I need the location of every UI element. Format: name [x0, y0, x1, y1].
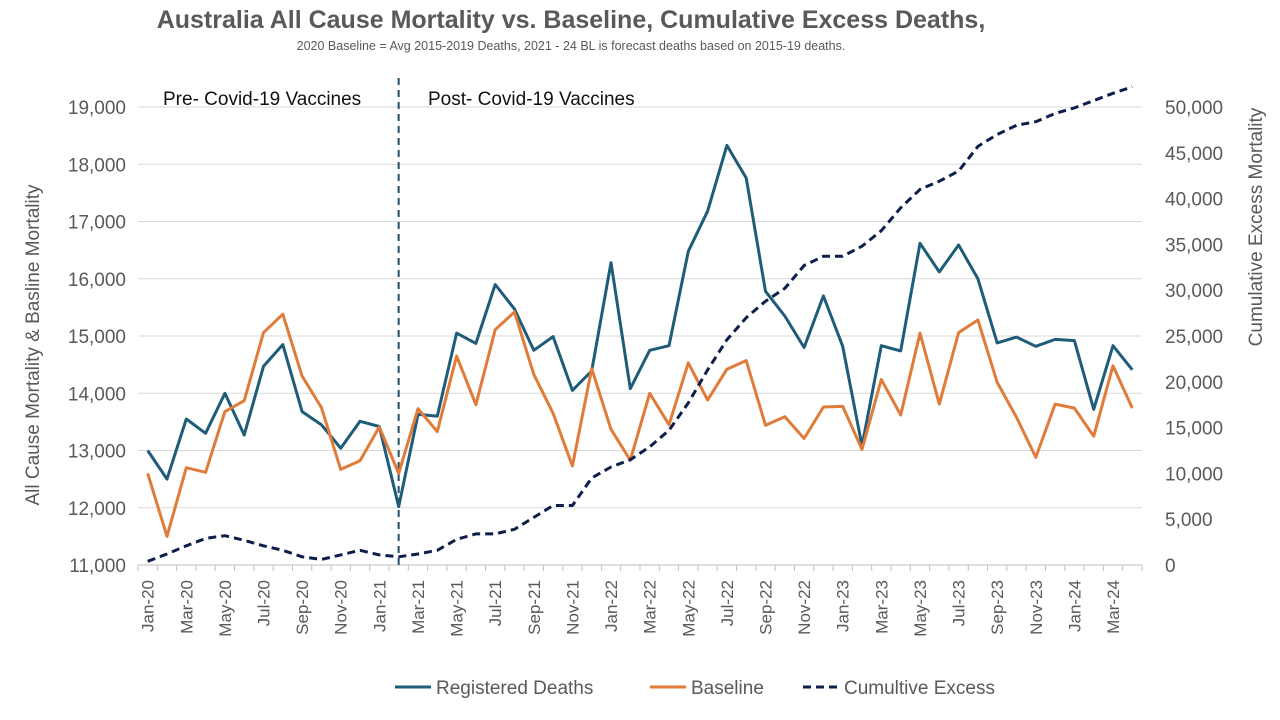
x-tick-label: Jan-22	[602, 580, 621, 632]
x-tick-label: Nov-22	[795, 580, 814, 635]
x-axis-ticks: Jan-20 Mar-20 May-20 Jul-20 Sep-20 Nov-20 Jan-…	[137, 565, 1143, 637]
x-tick-label: Jul-23	[950, 580, 969, 626]
gridlines	[138, 106, 1142, 509]
y2-tick-label: 40,000	[1165, 190, 1223, 211]
x-tick-label: Sep-20	[293, 580, 312, 635]
y2-tick-label: 45,000	[1165, 144, 1223, 165]
x-tick-label: Jan-23	[834, 580, 853, 632]
x-tick-label: Mar-21	[409, 580, 428, 634]
y-tick-label: 17,000	[68, 213, 126, 234]
y2-tick-label: 20,000	[1165, 373, 1223, 394]
y2-tick-label: 35,000	[1165, 235, 1223, 256]
x-tick-label: Jan-21	[370, 580, 389, 632]
y2-tick-label: 15,000	[1165, 419, 1223, 440]
annotation-post-vaccines: Post- Covid-19 Vaccines	[428, 89, 635, 110]
x-tick-label: Jul-20	[255, 580, 274, 626]
series-line-2	[147, 85, 1133, 563]
series-line-0	[146, 143, 1134, 509]
chart-title: Australia All Cause Mortality vs. Baseli…	[156, 6, 986, 34]
x-tick-label: Nov-23	[1027, 580, 1046, 635]
y2-tick-label: 30,000	[1165, 281, 1223, 302]
y-tick-label: 16,000	[68, 270, 126, 291]
right-axis-label: Cumulative Excess Mortality	[1246, 107, 1267, 346]
annotation-pre-vaccines: Pre- Covid-19 Vaccines	[163, 89, 361, 110]
legend: Registered Deaths Baseline Cumultive Exces…	[395, 678, 995, 699]
y-tick-label: 11,000	[69, 556, 126, 577]
y2-tick-label: 10,000	[1165, 464, 1223, 485]
x-tick-label: Nov-20	[332, 580, 351, 635]
x-tick-label: Mar-23	[872, 580, 891, 634]
x-tick-label: May-23	[911, 580, 930, 637]
y-tick-label: 14,000	[68, 384, 126, 405]
x-tick-label: Jan-24	[1065, 580, 1084, 632]
x-tick-label: May-20	[216, 580, 235, 637]
x-tick-label: Jan-20	[139, 580, 158, 632]
x-tick-label: May-21	[448, 580, 467, 637]
x-tick-label: Jul-22	[718, 580, 737, 626]
left-axis-label: All Cause Mortality & Basline Mortality	[23, 184, 44, 505]
y2-tick-label: 50,000	[1165, 98, 1223, 119]
y2-tick-label: 25,000	[1165, 327, 1223, 348]
x-tick-label: May-22	[679, 580, 698, 637]
legend-label-0: Registered Deaths	[436, 678, 593, 699]
y-tick-label: 15,000	[68, 327, 126, 348]
y2-tick-label: 5,000	[1165, 510, 1213, 531]
legend-label-2: Cumultive Excess	[844, 678, 995, 699]
x-tick-label: Sep-23	[988, 580, 1007, 635]
x-tick-label: Mar-22	[641, 580, 660, 634]
legend-label-1: Baseline	[691, 678, 764, 699]
left-axis-ticks: 11,000 12,000 13,000 14,000 15,000 16,000 17,0…	[68, 98, 126, 577]
y-tick-label: 18,000	[68, 155, 126, 176]
series-group	[146, 85, 1134, 563]
x-tick-label: Mar-24	[1104, 580, 1123, 634]
x-tick-label: Jul-21	[486, 580, 505, 626]
right-axis-ticks: 0 5,000 10,000 15,000 20,000 25,000 30,000 35,0…	[1165, 98, 1223, 577]
x-tick-label: Mar-20	[177, 580, 196, 634]
chart-subtitle: 2020 Baseline = Avg 2015-2019 Deaths, 20…	[296, 39, 846, 53]
y-tick-label: 13,000	[68, 442, 126, 463]
y-tick-label: 12,000	[68, 499, 126, 520]
x-tick-label: Sep-22	[757, 580, 776, 635]
series-line-1	[146, 310, 1134, 538]
y2-tick-label: 0	[1165, 556, 1176, 577]
x-tick-label: Nov-21	[563, 580, 582, 635]
y-tick-label: 19,000	[68, 98, 126, 119]
x-tick-label: Sep-21	[525, 580, 544, 635]
